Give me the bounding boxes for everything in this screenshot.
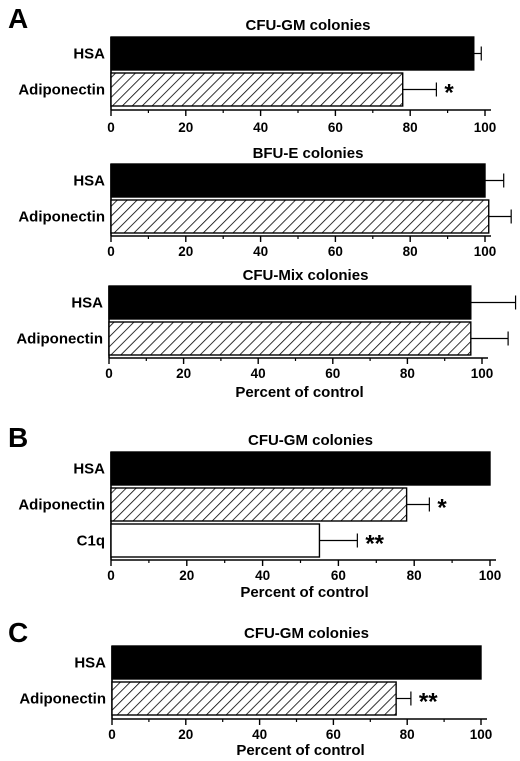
x-tick-label: 40 — [251, 366, 266, 381]
x-tick-label: 80 — [400, 366, 415, 381]
category-label: Adiponectin — [18, 497, 105, 514]
x-tick-label: 80 — [403, 244, 418, 259]
x-tick-label: 40 — [252, 727, 267, 742]
chart-title: CFU-Mix colonies — [243, 267, 369, 284]
x-tick-label: 80 — [403, 120, 418, 135]
x-tick-label: 60 — [328, 120, 343, 135]
x-tick-label: 100 — [479, 568, 502, 583]
chart-2: CFU-Mix colonies 0 20 40 60 80 100 Percent of c… — [16, 267, 517, 401]
x-axis-label: Percent of control — [240, 584, 368, 601]
x-tick-label: 0 — [107, 568, 115, 583]
x-tick-label: 100 — [474, 244, 497, 259]
x-tick-label: 80 — [407, 568, 422, 583]
x-tick-label: 20 — [178, 120, 193, 135]
category-label: HSA — [73, 46, 105, 63]
category-label: Adiponectin — [18, 82, 105, 99]
significance-marker: * — [437, 495, 447, 522]
bar — [111, 645, 482, 680]
chart-3: CFU-GM colonies 0 20 40 60 80 100 Percent of co… — [18, 432, 501, 601]
category-label: Adiponectin — [16, 331, 103, 348]
bar — [110, 163, 486, 198]
category-label: HSA — [73, 461, 105, 478]
x-tick-label: 0 — [107, 244, 115, 259]
bar — [108, 321, 472, 356]
x-tick-label: 0 — [108, 727, 116, 742]
x-tick-label: 60 — [328, 244, 343, 259]
x-tick-label: 60 — [326, 727, 341, 742]
x-tick-label: 20 — [176, 366, 191, 381]
x-tick-label: 20 — [178, 244, 193, 259]
chart-4: CFU-GM colonies 0 20 40 60 80 100 Percent of co… — [19, 625, 492, 759]
x-tick-label: 60 — [325, 366, 340, 381]
x-tick-label: 40 — [253, 120, 268, 135]
x-tick-label: 100 — [470, 727, 493, 742]
bar — [110, 72, 404, 107]
category-label: HSA — [74, 655, 106, 672]
significance-marker: ** — [365, 531, 384, 558]
x-tick-label: 100 — [471, 366, 494, 381]
category-label: Adiponectin — [19, 691, 106, 708]
x-tick-label: 80 — [400, 727, 415, 742]
chart-title: BFU-E colonies — [253, 145, 364, 162]
category-label: C1q — [77, 533, 105, 550]
chart-title: CFU-GM colonies — [245, 17, 370, 34]
significance-marker: ** — [419, 689, 438, 716]
chart-title: CFU-GM colonies — [248, 432, 373, 449]
x-tick-label: 100 — [474, 120, 497, 135]
bar — [111, 681, 397, 716]
bar — [108, 285, 472, 320]
chart-0: CFU-GM colonies 0 20 40 60 80 100 HSA Adiponecti… — [18, 17, 496, 135]
x-axis-label: Percent of control — [235, 384, 363, 401]
x-tick-label: 0 — [105, 366, 113, 381]
panel-letter-b: B — [8, 422, 28, 453]
x-tick-label: 40 — [255, 568, 270, 583]
category-label: Adiponectin — [18, 209, 105, 226]
chart-title: CFU-GM colonies — [244, 625, 369, 642]
x-tick-label: 40 — [253, 244, 268, 259]
significance-marker: * — [444, 80, 454, 107]
x-tick-label: 60 — [331, 568, 346, 583]
bar — [110, 523, 321, 558]
x-axis-label: Percent of control — [236, 742, 364, 759]
bar — [110, 451, 491, 486]
category-label: HSA — [73, 173, 105, 190]
bar — [110, 199, 490, 234]
x-tick-label: 20 — [178, 727, 193, 742]
bar — [110, 487, 408, 522]
bar — [110, 36, 475, 71]
x-tick-label: 20 — [179, 568, 194, 583]
chart-1: BFU-E colonies 0 20 40 60 80 100 HSA Adiponectin — [18, 145, 512, 259]
category-label: HSA — [71, 295, 103, 312]
panel-letter-c: C — [8, 617, 28, 648]
panel-letter-a: A — [8, 3, 28, 34]
x-tick-label: 0 — [107, 120, 115, 135]
